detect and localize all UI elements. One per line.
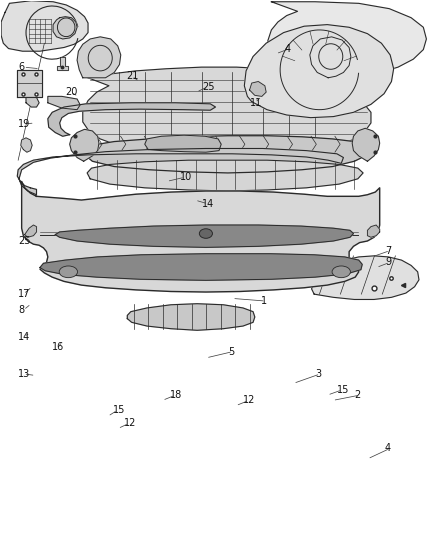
- Polygon shape: [55, 225, 353, 247]
- Text: 25: 25: [202, 82, 215, 92]
- Text: 8: 8: [18, 305, 24, 315]
- Polygon shape: [53, 17, 77, 39]
- Polygon shape: [57, 56, 68, 70]
- Text: 15: 15: [337, 385, 349, 395]
- Text: 4: 4: [385, 443, 391, 453]
- Text: 11: 11: [250, 98, 262, 108]
- Text: 25: 25: [18, 236, 31, 246]
- Text: 14: 14: [202, 199, 215, 209]
- Text: 14: 14: [18, 332, 30, 342]
- Ellipse shape: [59, 266, 78, 278]
- Text: 9: 9: [385, 257, 391, 267]
- Text: 16: 16: [52, 342, 64, 352]
- Text: 3: 3: [315, 369, 321, 379]
- Text: 5: 5: [228, 346, 234, 357]
- Text: 20: 20: [65, 87, 78, 97]
- Polygon shape: [48, 96, 80, 110]
- Text: 6: 6: [18, 62, 24, 72]
- Text: 4: 4: [285, 44, 291, 53]
- Text: 1: 1: [261, 296, 267, 306]
- Text: 2: 2: [354, 390, 360, 400]
- Text: 19: 19: [18, 119, 30, 129]
- Ellipse shape: [199, 229, 212, 238]
- Polygon shape: [83, 67, 371, 152]
- Polygon shape: [40, 254, 362, 280]
- Polygon shape: [127, 304, 255, 330]
- Text: 13: 13: [18, 369, 30, 379]
- Polygon shape: [87, 160, 363, 191]
- Text: 10: 10: [180, 172, 192, 182]
- Polygon shape: [250, 82, 266, 96]
- Polygon shape: [1, 1, 88, 51]
- Polygon shape: [267, 2, 426, 78]
- Polygon shape: [311, 256, 419, 300]
- Polygon shape: [244, 25, 394, 118]
- Polygon shape: [17, 149, 343, 195]
- Polygon shape: [26, 98, 39, 107]
- Polygon shape: [21, 181, 380, 292]
- Text: 12: 12: [124, 418, 136, 429]
- Polygon shape: [86, 136, 371, 173]
- Text: 15: 15: [113, 405, 125, 415]
- Text: 21: 21: [127, 71, 139, 81]
- Polygon shape: [352, 128, 380, 161]
- Polygon shape: [17, 70, 42, 98]
- Polygon shape: [367, 225, 380, 237]
- Text: 7: 7: [385, 246, 391, 255]
- Text: 17: 17: [18, 289, 31, 299]
- Polygon shape: [25, 225, 36, 237]
- Polygon shape: [145, 135, 221, 152]
- Polygon shape: [77, 37, 121, 78]
- Polygon shape: [310, 37, 351, 78]
- Text: 12: 12: [244, 395, 256, 406]
- Ellipse shape: [332, 266, 350, 278]
- Polygon shape: [70, 130, 99, 161]
- Text: 18: 18: [170, 390, 182, 400]
- Polygon shape: [48, 103, 215, 136]
- Polygon shape: [21, 138, 32, 152]
